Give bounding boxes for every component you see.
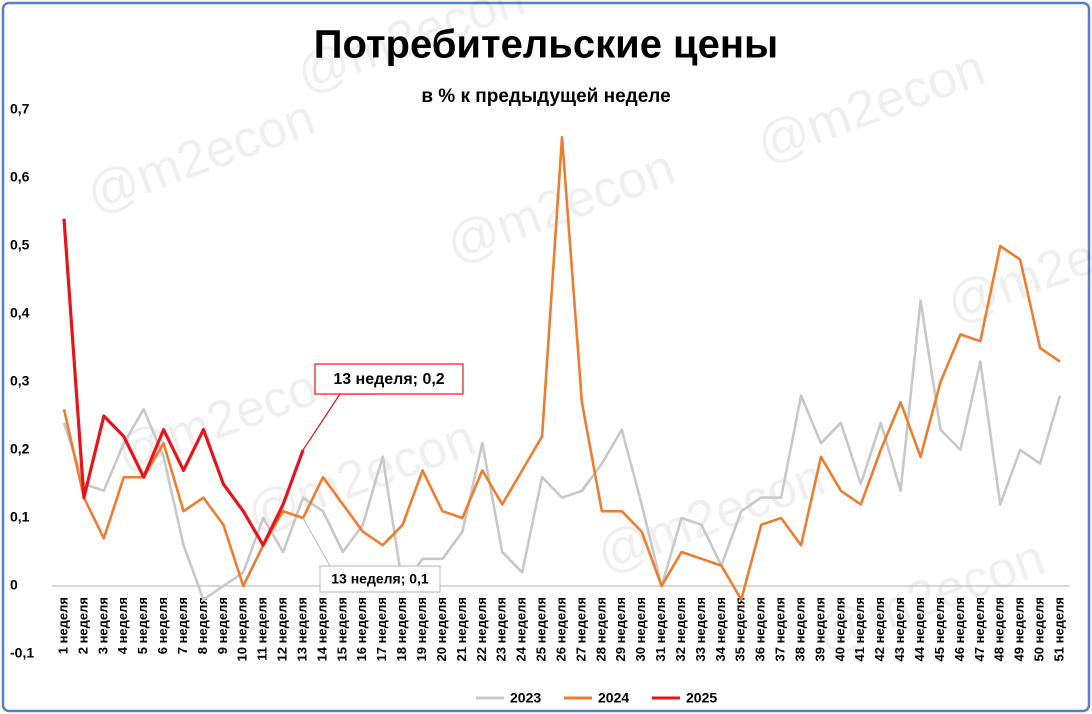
x-tick-label: 37 неделя — [773, 597, 788, 661]
y-tick-label: 0,6 — [10, 169, 30, 185]
x-tick-label: 22 неделя — [474, 597, 489, 661]
y-tick-label: 0,5 — [10, 237, 30, 253]
series-line — [62, 218, 305, 547]
chart-subtitle: в % к предыдущей неделе — [421, 86, 670, 107]
x-tick-label: 39 неделя — [812, 597, 827, 661]
callout-box — [314, 363, 464, 395]
x-tick-label: 29 неделя — [613, 597, 628, 661]
x-tick-label: 43 неделя — [892, 597, 907, 661]
x-tick-label: 41 неделя — [852, 597, 867, 661]
x-tick-label: 8 неделя — [195, 597, 210, 654]
x-tick-label: 26 неделя — [553, 597, 568, 661]
y-tick-label: 0,7 — [10, 101, 30, 117]
x-tick-label: 6 неделя — [155, 597, 170, 654]
legend-label: 2024 — [598, 690, 629, 706]
x-tick-label: 18 неделя — [394, 597, 409, 661]
x-tick-label: 48 неделя — [992, 597, 1007, 661]
y-tick-label: -0,1 — [10, 645, 34, 661]
x-tick-label: 3 неделя — [95, 597, 110, 654]
y-tick-label: 0,2 — [10, 441, 30, 457]
x-tick-label: 19 неделя — [414, 597, 429, 661]
x-tick-label: 20 неделя — [434, 597, 449, 661]
x-tick-label: 16 неделя — [354, 597, 369, 661]
x-tick-label: 4 неделя — [115, 597, 130, 654]
x-tick-label: 15 неделя — [334, 597, 349, 661]
x-tick-label: 5 неделя — [135, 597, 150, 654]
x-tick-label: 33 неделя — [693, 597, 708, 661]
chart-title: Потребительские цены — [314, 23, 778, 67]
series-line — [62, 135, 1061, 601]
x-tick-label: 45 неделя — [932, 597, 947, 661]
x-tick-label: 23 неделя — [494, 597, 509, 661]
x-tick-label: 17 неделя — [374, 597, 389, 661]
x-tick-label: 42 неделя — [872, 597, 887, 661]
x-tick-label: 28 неделя — [593, 597, 608, 661]
x-tick-label: 14 неделя — [314, 597, 329, 661]
x-tick-label: 35 неделя — [733, 597, 748, 661]
x-tick-label: 34 неделя — [713, 597, 728, 661]
x-tick-label: 13 неделя — [294, 597, 309, 661]
callout-leader — [302, 517, 331, 567]
x-tick-label: 27 неделя — [573, 597, 588, 661]
callout-box — [319, 565, 441, 593]
series-line — [62, 299, 1062, 601]
y-tick-label: 0,1 — [10, 509, 30, 525]
x-tick-label: 50 неделя — [1032, 597, 1047, 661]
legend-label: 2025 — [686, 690, 717, 706]
x-tick-label: 25 неделя — [534, 597, 549, 661]
x-tick-label: 2 неделя — [75, 597, 90, 654]
x-tick-label: 46 неделя — [952, 597, 967, 661]
callout-label: 13 неделя; 0,2 — [333, 371, 444, 388]
x-tick-label: 7 неделя — [175, 597, 190, 654]
x-tick-label: 49 неделя — [1012, 597, 1027, 661]
x-tick-label: 47 неделя — [972, 597, 987, 661]
x-tick-label: 12 неделя — [275, 597, 290, 661]
x-tick-label: 30 неделя — [633, 597, 648, 661]
x-tick-label: 24 неделя — [514, 597, 529, 661]
y-tick-label: 0 — [10, 577, 18, 593]
y-tick-label: 0,3 — [10, 373, 30, 389]
x-tick-label: 51 неделя — [1051, 597, 1066, 661]
x-tick-label: 1 неделя — [55, 597, 70, 654]
y-tick-label: 0,4 — [10, 305, 30, 321]
x-tick-label: 44 неделя — [912, 597, 927, 661]
x-tick-label: 38 неделя — [792, 597, 807, 661]
x-tick-label: 21 неделя — [454, 597, 469, 661]
x-tick-label: 36 неделя — [753, 597, 768, 661]
x-tick-label: 9 неделя — [215, 597, 230, 654]
x-tick-label: 40 неделя — [832, 597, 847, 661]
x-tick-label: 11 неделя — [255, 597, 270, 661]
callout-label: 13 неделя; 0,1 — [331, 571, 429, 587]
x-tick-label: 10 неделя — [235, 597, 250, 661]
legend-label: 2023 — [510, 690, 541, 706]
x-tick-label: 31 неделя — [653, 597, 668, 661]
x-tick-label: 32 неделя — [673, 597, 688, 661]
